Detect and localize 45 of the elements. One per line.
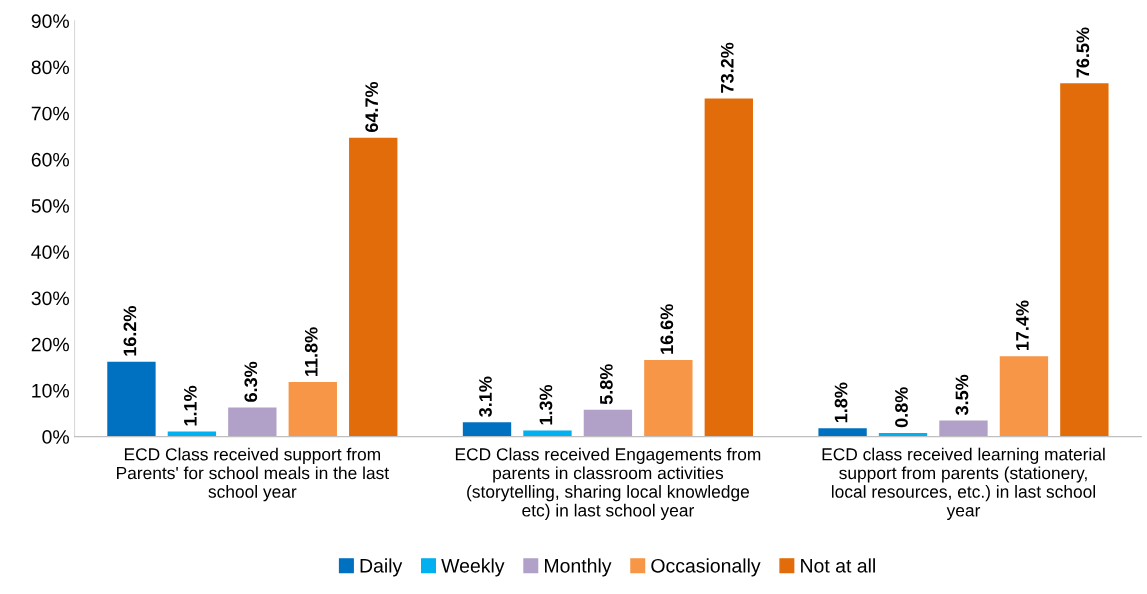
x-tick-label: ECD Class received Engagements from parents in classroom activities (storytelling, sharing local knowledge etc) in last school year [455,447,761,520]
y-tick-label: 70% [31,106,69,121]
bar [462,422,512,437]
bar [939,420,988,437]
y-tick-label: 80% [31,60,69,75]
bar [583,409,633,437]
bar [288,382,337,437]
bar [704,98,753,437]
legend-label: Weekly [441,558,505,577]
data-label: 11.8% [304,327,318,376]
data-label: 16.6% [660,304,674,354]
data-label: 1.8% [834,382,848,423]
legend-label: Monthly [545,558,612,577]
data-label: 76.5% [1076,27,1090,78]
bar [999,356,1049,437]
bar [1060,83,1109,437]
y-tick-label: 20% [31,337,69,352]
data-label: 1.3% [539,384,553,425]
y-tick-label: 30% [31,291,69,306]
bar [107,361,156,437]
y-tick-label: 60% [31,152,69,167]
data-label: 3.1% [479,376,492,417]
y-tick-label: 40% [31,245,69,260]
data-label: 3.5% [955,374,969,416]
y-tick-label: 0% [42,430,69,444]
data-label: 73.2% [720,42,734,93]
bar [644,359,693,437]
bar [349,137,398,437]
data-label: 6.3% [244,361,258,402]
x-tick-label: ECD Class received support from Parents' for school meals in the last school year [117,447,389,502]
y-tick-label: 90% [31,14,69,29]
data-label: 5.8% [599,364,613,405]
data-label: 17.4% [1016,300,1029,351]
y-tick-label: 10% [32,383,69,398]
legend-label: Occasionally [651,558,761,577]
y-tick-label: 50% [31,199,69,213]
x-tick-label: ECD class received learning material support from parents (stationery, local resources, etc.) in last school year [822,447,1105,520]
data-label: 64.7% [365,81,379,133]
data-label: 1.1% [184,385,197,426]
data-label: 16.2% [123,306,137,356]
legend-label: Not at all [801,558,875,573]
bar [228,407,277,437]
legend-label: Daily [360,558,403,577]
bar [818,428,867,437]
data-label: 0.8% [895,387,908,428]
